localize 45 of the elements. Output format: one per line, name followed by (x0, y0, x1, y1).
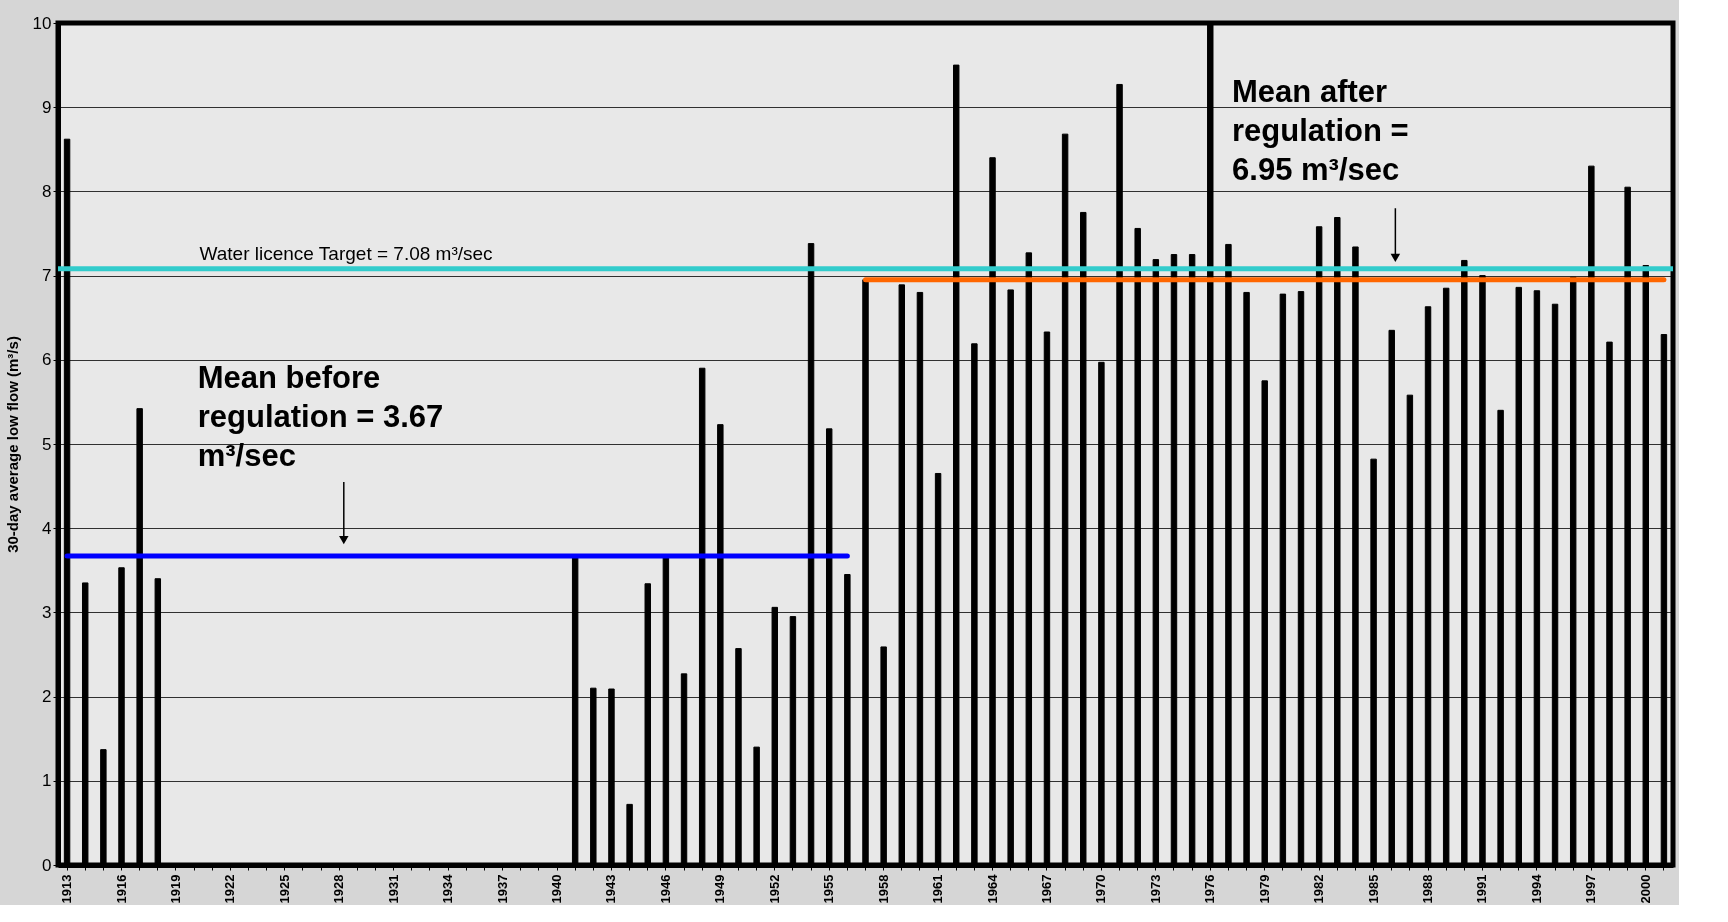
x-tick-label: 1973 (1147, 874, 1163, 904)
x-tick-label: 1934 (440, 873, 456, 904)
y-tick-label: 10 (32, 13, 52, 33)
annotation: Mean before regulation = 3.67 m³/sec (197, 360, 444, 474)
y-tick-label: 5 (42, 434, 52, 454)
y-tick-label: 8 (42, 181, 52, 201)
y-tick-label: 9 (42, 97, 52, 117)
x-tick-label: 1949 (712, 874, 728, 904)
y-tick-label: 7 (42, 266, 52, 286)
annotation: Mean after regulation = 6.95 m³/sec (1232, 73, 1409, 187)
x-tick-label: 1931 (385, 874, 401, 904)
y-tick-label: 0 (42, 855, 52, 875)
x-tick-label: 1979 (1256, 874, 1272, 904)
x-tick-label: 1997 (1583, 874, 1599, 904)
y-tick-label: 1 (42, 771, 52, 791)
y-tick-label: 2 (42, 687, 52, 707)
x-tick-label: 1982 (1311, 874, 1327, 904)
x-tick-label: 1940 (549, 874, 565, 904)
x-tick-label: 1946 (657, 874, 673, 904)
y-axis-title: 30-day average low flow (m³/s) (3, 336, 21, 553)
x-tick-label: 1919 (167, 874, 183, 904)
ref-line-label: Water licence Target = 7.08 m³/sec (199, 242, 493, 264)
x-tick-label: 1913 (59, 874, 75, 904)
x-tick-label: 1961 (930, 874, 946, 904)
x-tick-label: 1964 (984, 873, 1000, 904)
x-tick-label: 1943 (603, 874, 619, 904)
x-tick-label: 2000 (1637, 874, 1653, 904)
x-tick-label: 1952 (766, 874, 782, 904)
x-tick-label: 1958 (875, 874, 891, 904)
x-tick-label: 1937 (494, 874, 510, 904)
x-tick-label: 1994 (1528, 873, 1544, 904)
y-tick-label: 6 (42, 350, 52, 370)
x-tick-label: 1916 (113, 874, 129, 904)
x-tick-label: 1970 (1093, 874, 1109, 904)
x-tick-label: 1985 (1365, 874, 1381, 904)
x-tick-label: 1925 (276, 874, 292, 904)
x-tick-label: 1988 (1420, 874, 1436, 904)
y-tick-label: 4 (42, 518, 52, 538)
y-tick-label: 3 (42, 602, 52, 622)
x-tick-label: 1922 (222, 874, 238, 904)
x-tick-label: 1928 (331, 874, 347, 904)
x-tick-label: 1967 (1038, 874, 1054, 904)
x-tick-label: 1955 (821, 874, 837, 904)
x-tick-label: 1991 (1474, 874, 1490, 904)
x-tick-label: 1976 (1202, 874, 1218, 904)
